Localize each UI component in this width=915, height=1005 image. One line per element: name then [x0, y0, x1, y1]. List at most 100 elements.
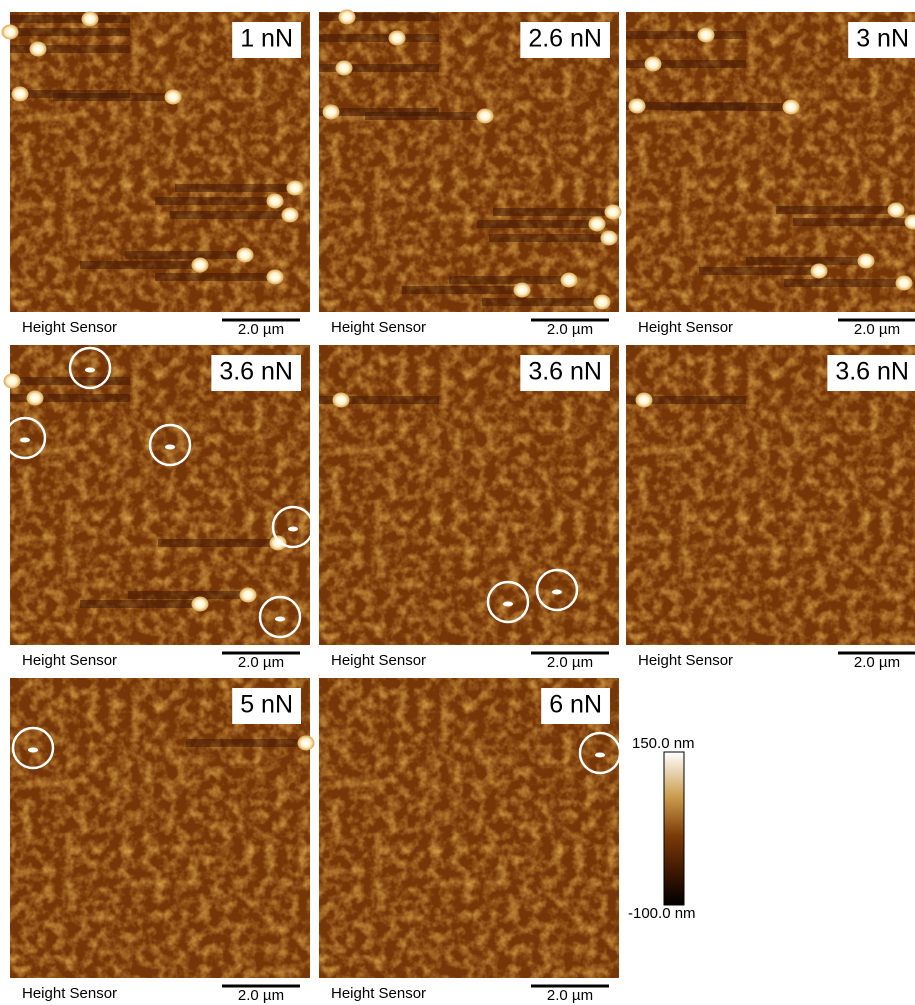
particle [288, 527, 298, 532]
particle [629, 99, 646, 114]
caption: Height Sensor [638, 652, 733, 669]
scan-streak [125, 251, 245, 259]
scan-streak [493, 208, 613, 216]
particle [237, 248, 254, 263]
particle [698, 28, 715, 43]
particle [339, 10, 356, 25]
scale-label: 2.0 µm [547, 987, 593, 1004]
scan-streak [489, 234, 609, 242]
scan-streak [402, 286, 522, 294]
particle [275, 617, 285, 622]
particle [4, 374, 21, 389]
scan-streak [10, 15, 130, 23]
particle [282, 208, 299, 223]
scan-streak [793, 218, 913, 226]
particle [12, 87, 29, 102]
scan-streak [746, 257, 866, 265]
scan-streak [186, 739, 306, 747]
particle [82, 12, 99, 27]
particle [192, 258, 209, 273]
particle [2, 25, 19, 40]
scan-streak [776, 206, 896, 214]
scale-label: 2.0 µm [547, 321, 593, 338]
particle [811, 264, 828, 279]
particle [267, 194, 284, 209]
particle [165, 90, 182, 105]
scan-streak [699, 267, 819, 275]
caption: Height Sensor [22, 985, 117, 1002]
particle [561, 273, 578, 288]
particle [270, 536, 287, 551]
force-label: 3 nN [856, 25, 909, 53]
force-label: 1 nN [240, 25, 293, 53]
colorbar [664, 752, 684, 905]
scan-streak [175, 184, 295, 192]
colorbar-min: -100.0 nm [628, 905, 696, 922]
force-label: 3.6 nN [835, 358, 909, 386]
particle [645, 57, 662, 72]
particle [336, 61, 353, 76]
scan-streak [626, 31, 746, 39]
afm-panel: 3.6 nN Height Sensor 2.0 µm [626, 345, 915, 671]
scan-streak [319, 13, 439, 21]
force-label: 5 nN [240, 691, 293, 719]
particle [27, 391, 44, 406]
colorbar-max: 150.0 nm [632, 735, 695, 752]
scale-label: 2.0 µm [238, 987, 284, 1004]
afm-panel: 6 nN Height Sensor 2.0 µm [319, 678, 620, 1004]
scale-label: 2.0 µm [238, 654, 284, 671]
afm-panel: 3.6 nN Height Sensor 2.0 µm [4, 345, 314, 671]
afm-panel: 5 nN Height Sensor 2.0 µm [10, 678, 315, 1004]
particle [636, 393, 653, 408]
particle [333, 393, 350, 408]
caption: Height Sensor [22, 319, 117, 336]
scan-streak [170, 211, 290, 219]
scale-label: 2.0 µm [238, 321, 284, 338]
particle [165, 445, 175, 450]
scale-label: 2.0 µm [854, 321, 900, 338]
force-label: 3.6 nN [219, 358, 293, 386]
scan-streak [365, 112, 485, 120]
scan-streak [477, 220, 597, 228]
scan-streak [128, 591, 248, 599]
particle [503, 602, 513, 607]
scale-label: 2.0 µm [854, 654, 900, 671]
scan-streak [155, 197, 275, 205]
afm-panel: 1 nN Height Sensor 2.0 µm [2, 12, 311, 338]
particle [594, 295, 611, 310]
caption: Height Sensor [331, 985, 426, 1002]
scan-streak [10, 377, 130, 385]
particle [595, 753, 605, 758]
scan-streak [10, 45, 130, 53]
scan-streak [671, 103, 791, 111]
figure: 150.0 nm -100.0 nm 1 nN Height Sensor 2.0 … [0, 0, 915, 1005]
force-label: 3.6 nN [528, 358, 602, 386]
particle [783, 100, 800, 115]
particle [192, 597, 209, 612]
particle [514, 283, 531, 298]
caption: Height Sensor [331, 319, 426, 336]
scan-streak [158, 539, 278, 547]
particle [589, 217, 606, 232]
scan-streak [626, 60, 746, 68]
scan-streak [784, 279, 904, 287]
particle [888, 203, 905, 218]
particle [389, 31, 406, 46]
force-label: 6 nN [549, 691, 602, 719]
particle [240, 588, 257, 603]
particle [605, 205, 622, 220]
particle [298, 736, 315, 751]
particle [287, 181, 304, 196]
particle [552, 590, 562, 595]
caption: Height Sensor [22, 652, 117, 669]
particle [20, 438, 30, 443]
particle [858, 254, 875, 269]
scan-streak [449, 276, 569, 284]
particle [28, 748, 38, 753]
particle [896, 276, 913, 291]
scan-streak [482, 298, 602, 306]
force-label: 2.6 nN [528, 25, 602, 53]
particle [601, 231, 618, 246]
